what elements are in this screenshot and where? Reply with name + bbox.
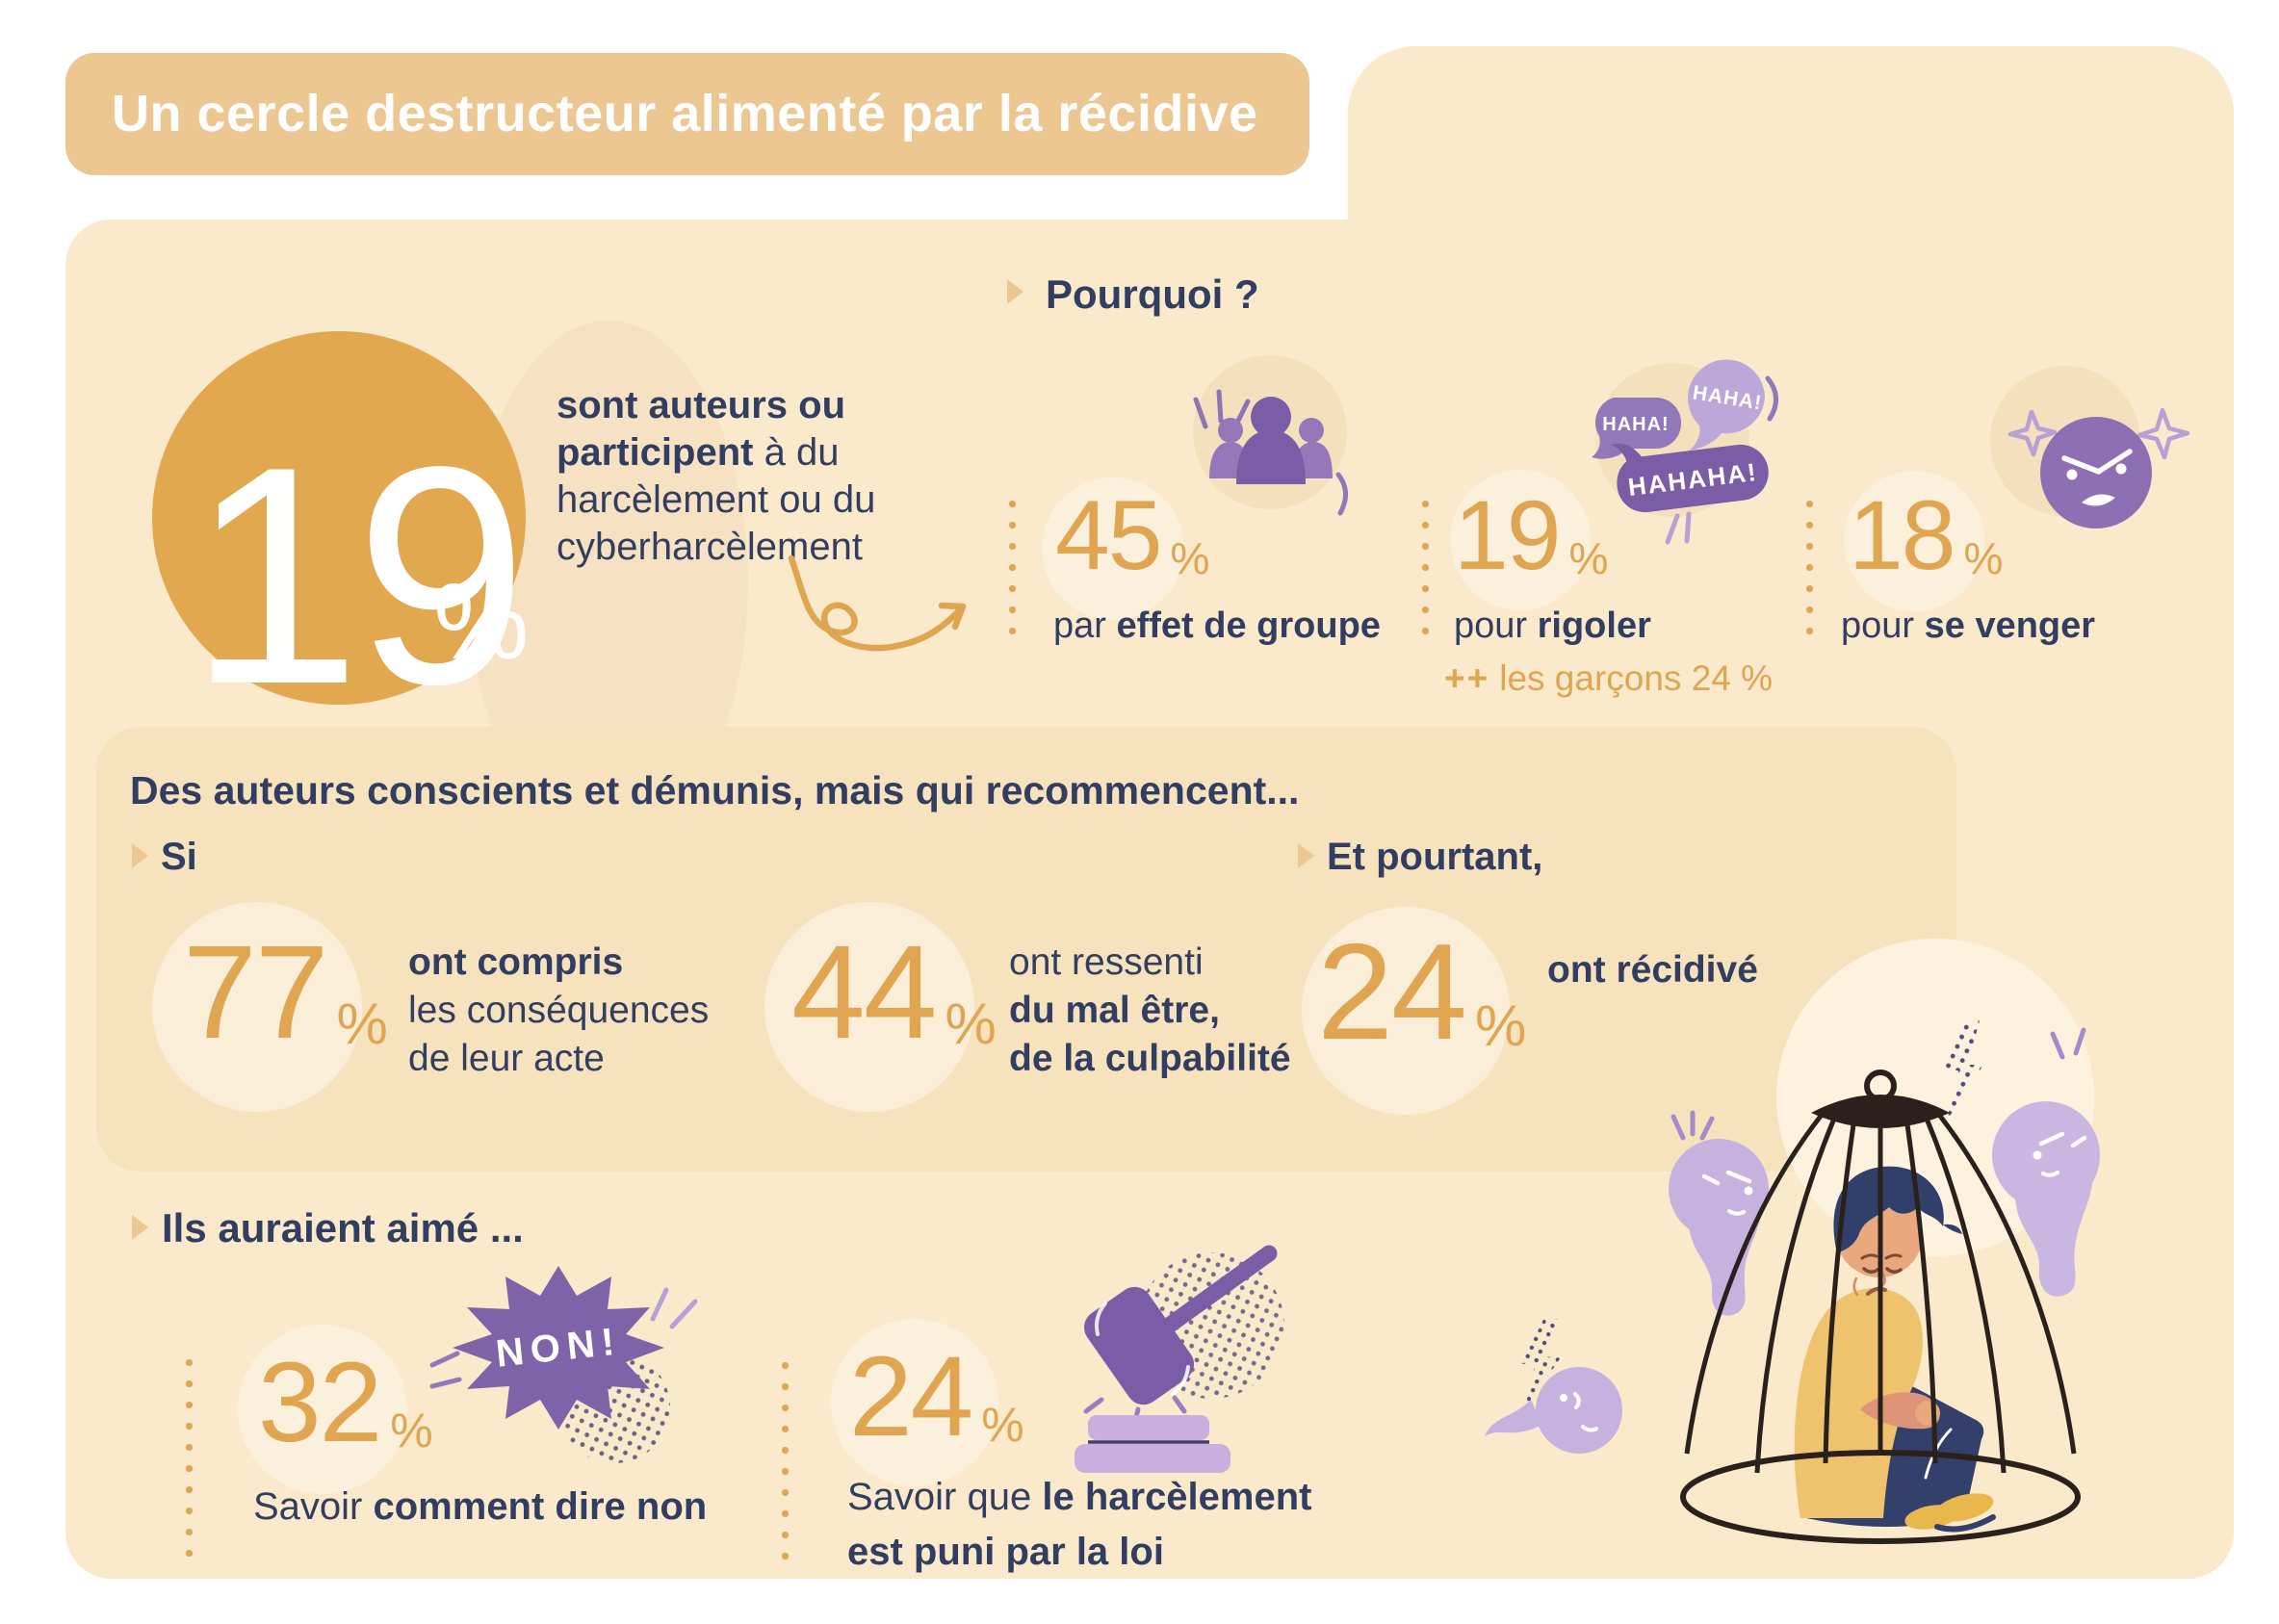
dotted-separator	[186, 1359, 193, 1557]
stat-say-no: 32 %	[258, 1339, 433, 1466]
bullet-triangle-si	[132, 843, 148, 868]
stat-circle	[1844, 471, 1984, 611]
stat-caption: Savoir que le harcèlement est puni par l…	[847, 1476, 1312, 1573]
spark-marks	[2050, 1027, 2086, 1060]
ghost-icon	[1669, 1139, 1769, 1316]
non-burst-icon: NON!	[429, 1266, 698, 1463]
stat-circle	[238, 1325, 407, 1494]
middle-heading: Des auteurs conscients et démunis, mais …	[130, 768, 1300, 812]
stat-repeat: 24 %	[1317, 915, 1527, 1069]
ghost-icon	[1485, 1367, 1622, 1454]
dotted-separator	[1806, 501, 1813, 647]
stat-circle	[1042, 477, 1184, 620]
laugh-bubbles-icon: HAHA! HAHA! HAHAHA!	[1592, 359, 1778, 545]
stat-caption: pour rigoler	[1454, 606, 1651, 646]
dotted-separator	[1422, 501, 1429, 647]
stat-group-effect: 45 %	[1055, 480, 1210, 590]
stat-circle	[1450, 470, 1591, 610]
stat-circle	[152, 902, 362, 1112]
stat-caption: ont compris les conséquences de leur act…	[408, 941, 710, 1079]
hero-circle	[152, 331, 526, 705]
curly-arrow-icon	[788, 554, 967, 652]
middle-band	[96, 727, 1956, 1172]
bullet-triangle-aime	[132, 1215, 148, 1240]
caged-person-illustration	[1485, 939, 2100, 1544]
si-label: Si	[161, 836, 197, 878]
hero-caption: sont auteurs ou participent à du harcèle…	[557, 384, 876, 568]
hero-unit: %	[433, 561, 530, 682]
stat-caption: ont récidivé	[1547, 949, 1758, 991]
ghost-icon	[1992, 1101, 2100, 1297]
bubble-text: HAHA!	[1602, 414, 1669, 435]
lightning-icon	[1521, 1020, 1983, 1409]
stat-caption: Savoir comment dire non	[253, 1485, 708, 1528]
stat-caption: ont ressenti du mal être, de la culpabil…	[1009, 941, 1291, 1079]
stat-law: 24 %	[849, 1333, 1024, 1460]
stat-fun: 19 %	[1454, 480, 1609, 590]
group-icon	[1193, 389, 1348, 516]
stat-circle	[1302, 907, 1510, 1115]
stat-caption: pour se venger	[1841, 606, 2096, 646]
hero-value: 19	[189, 403, 528, 749]
stat-revenge: 18 %	[1849, 480, 2004, 590]
dotted-separator	[782, 1362, 789, 1564]
et-pourtant-label: Et pourtant,	[1327, 836, 1543, 878]
stat-circle	[831, 1319, 998, 1486]
stat-note-boys: ++ les garçons 24 %	[1444, 658, 1774, 698]
pourquoi-heading: Pourquoi ?	[1046, 271, 1259, 317]
bottom-heading: Ils auraient aimé ...	[162, 1205, 524, 1250]
page-title: Un cercle destructeur alimenté par la ré…	[112, 85, 1258, 142]
stat-circle	[764, 902, 974, 1112]
angry-face-icon	[2007, 407, 2190, 528]
bullet-triangle-et-pourtant	[1298, 843, 1314, 868]
gavel-icon	[1075, 1245, 1284, 1473]
title-banner: Un cercle destructeur alimenté par la ré…	[65, 53, 1309, 175]
bullet-triangle-pourquoi	[1007, 279, 1023, 304]
stat-understood: 77 %	[183, 918, 388, 1067]
spark-marks	[1670, 1110, 1715, 1141]
dotted-separator	[1009, 501, 1016, 647]
stat-caption: par effet de groupe	[1053, 606, 1381, 646]
birdcage	[1680, 1070, 2081, 1544]
stat-guilt: 44 %	[791, 918, 997, 1067]
